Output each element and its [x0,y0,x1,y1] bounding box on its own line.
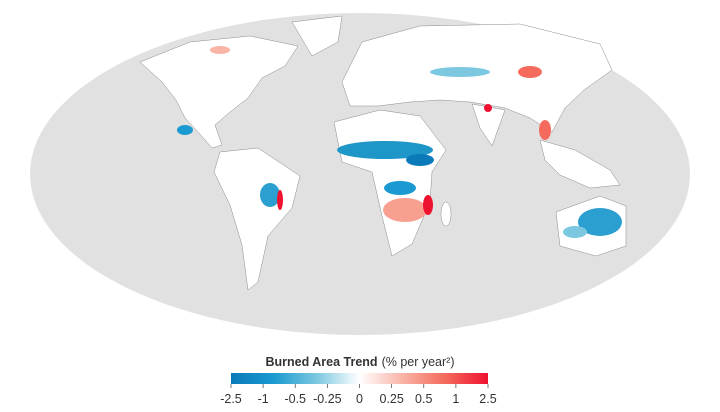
patch [539,120,551,140]
patch [518,66,542,78]
tick-label: 0.5 [415,392,432,406]
patch [260,183,280,207]
patch [563,226,587,238]
colorbar-ticks: -2.5 -1 -0.5 -0.25 0 0.25 0.5 1 2.5 [220,384,497,406]
tick-label: 0.25 [379,392,403,406]
patch [337,141,433,159]
south-america [213,147,301,291]
greenland [291,15,343,57]
india [471,103,506,147]
tick-label: 2.5 [479,392,496,406]
tick-label: -0.5 [284,392,306,406]
patch [277,190,283,210]
tick-label: -1 [258,392,269,406]
legend-title: Burned Area Trend (% per year²) [266,355,455,369]
legend-title-text: Burned Area Trend [266,355,378,369]
patch [177,125,193,135]
patch [384,181,416,195]
patch [484,104,492,112]
colorbar [231,373,488,384]
madagascar [440,201,452,227]
patch [383,198,427,222]
patch [578,208,622,236]
legend-units: (% per year²) [382,355,455,369]
patch [430,67,490,77]
burn-patches [177,46,622,238]
tick-label: 1 [452,392,459,406]
tick-label: -2.5 [220,392,242,406]
tick-label: 0 [356,392,363,406]
patch [210,46,230,54]
tick-label: -0.25 [313,392,342,406]
southeast-asia [539,139,621,189]
patch [406,154,434,166]
eurasia [341,23,613,133]
north-america [139,35,299,149]
world-map [30,13,690,335]
patch [423,195,433,215]
